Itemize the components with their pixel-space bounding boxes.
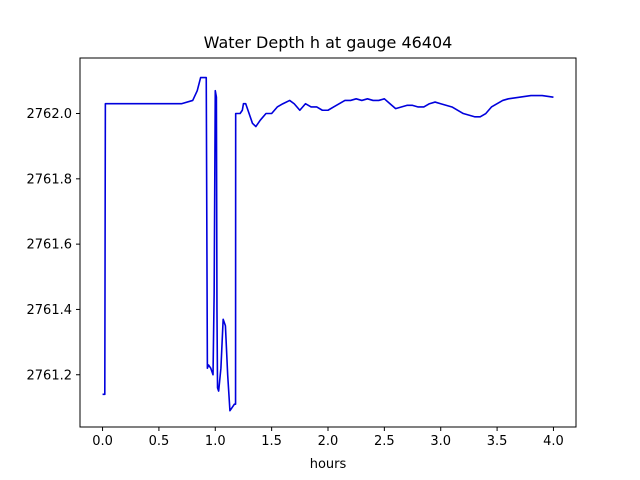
x-tick-label: 0.0 [92,434,113,449]
chart-title: Water Depth h at gauge 46404 [204,33,453,52]
x-tick-label: 0.5 [149,434,170,449]
y-axis: 2761.2 2761.4 2761.6 2761.8 2762.0 [27,107,80,383]
x-tick-label: 2.5 [374,434,395,449]
x-tick-label: 4.0 [543,434,564,449]
series-layer [102,76,554,412]
x-axis: 0.0 0.5 1.0 1.5 2.0 2.5 3.0 3.5 4.0 [92,427,564,449]
x-tick-label: 3.0 [430,434,451,449]
y-tick-label: 2761.6 [27,238,73,253]
y-tick-label: 2761.2 [27,368,73,383]
series-line [102,76,554,412]
x-tick-label: 1.5 [261,434,282,449]
y-tick-label: 2761.4 [27,303,73,318]
x-tick-label: 1.0 [205,434,226,449]
plot-area [80,58,576,427]
y-tick-label: 2761.8 [27,172,73,187]
y-tick-label: 2762.0 [27,107,73,122]
x-tick-label: 3.5 [487,434,508,449]
x-tick-label: 2.0 [318,434,339,449]
x-axis-label: hours [310,457,347,472]
